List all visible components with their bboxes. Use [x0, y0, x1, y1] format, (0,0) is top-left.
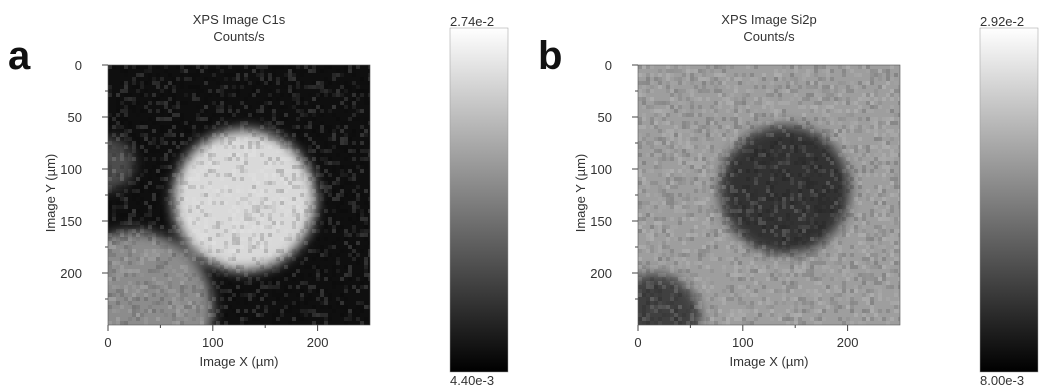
x-tick-label: 100: [202, 335, 224, 350]
plot-subtitle: Counts/s: [213, 29, 265, 44]
y-axis-label: Image Y (µm): [573, 154, 588, 233]
plot-subtitle: Counts/s: [743, 29, 795, 44]
xps-map-chart: 0 50 100 150 200 0 100 200 Image X (µm) Image Y (…: [43, 27, 509, 373]
heatmap-feature: [108, 137, 135, 190]
panel-letter: a: [8, 34, 31, 78]
colorbar-max-label: 2.92e-2: [980, 14, 1025, 29]
heatmap-noise: [638, 65, 900, 325]
y-tick-label: 50: [68, 110, 82, 125]
x-tick-label: 100: [732, 335, 754, 350]
heatmap-feature: [638, 273, 701, 325]
y-tick-label: 50: [598, 110, 612, 125]
x-tick-label: 200: [307, 335, 329, 350]
heatmap-feature: [108, 231, 213, 325]
panel-letter: b: [538, 34, 563, 78]
x-tick-label: 0: [104, 335, 111, 350]
y-tick-label: 200: [60, 266, 82, 281]
plot-title: XPS Image Si2p: [721, 12, 817, 27]
panel-a: a XPS Image C1s Counts/s 0 50 100 150 200 0 10…: [8, 12, 509, 388]
colorbar-min-label: 4.40e-3: [450, 373, 495, 388]
y-tick-label: 150: [60, 214, 82, 229]
x-tick-label: 0: [634, 335, 641, 350]
y-tick-label: 0: [605, 58, 612, 73]
colorbar: [449, 27, 509, 373]
heatmap-noise: [108, 65, 370, 325]
x-axis-label: Image X (µm): [729, 354, 808, 369]
y-tick-label: 100: [60, 162, 82, 177]
y-axis-label: Image Y (µm): [43, 154, 58, 233]
y-tick-label: 150: [590, 214, 612, 229]
heatmap-feature: [172, 129, 316, 271]
plot-title: XPS Image C1s: [192, 12, 286, 27]
y-tick-label: 100: [590, 162, 612, 177]
y-tick-label: 200: [590, 266, 612, 281]
colorbar-max-label: 2.74e-2: [450, 14, 495, 29]
panel-b: b XPS Image Si2p Counts/s 0 50 100 150 200 0 1…: [530, 0, 1044, 391]
heatmap-image: [108, 65, 370, 325]
x-tick-label: 200: [837, 335, 859, 350]
heatmap-feature: [719, 125, 850, 255]
x-axis-label: Image X (µm): [199, 354, 278, 369]
colorbar-min-label: 8.00e-3: [980, 373, 1025, 388]
xps-map-chart: 0 50 100 150 200 0 100 200 Image X (µm) Image Y (…: [573, 27, 1039, 373]
heatmap-image: [638, 65, 900, 325]
y-tick-label: 0: [75, 58, 82, 73]
colorbar: [979, 27, 1039, 373]
